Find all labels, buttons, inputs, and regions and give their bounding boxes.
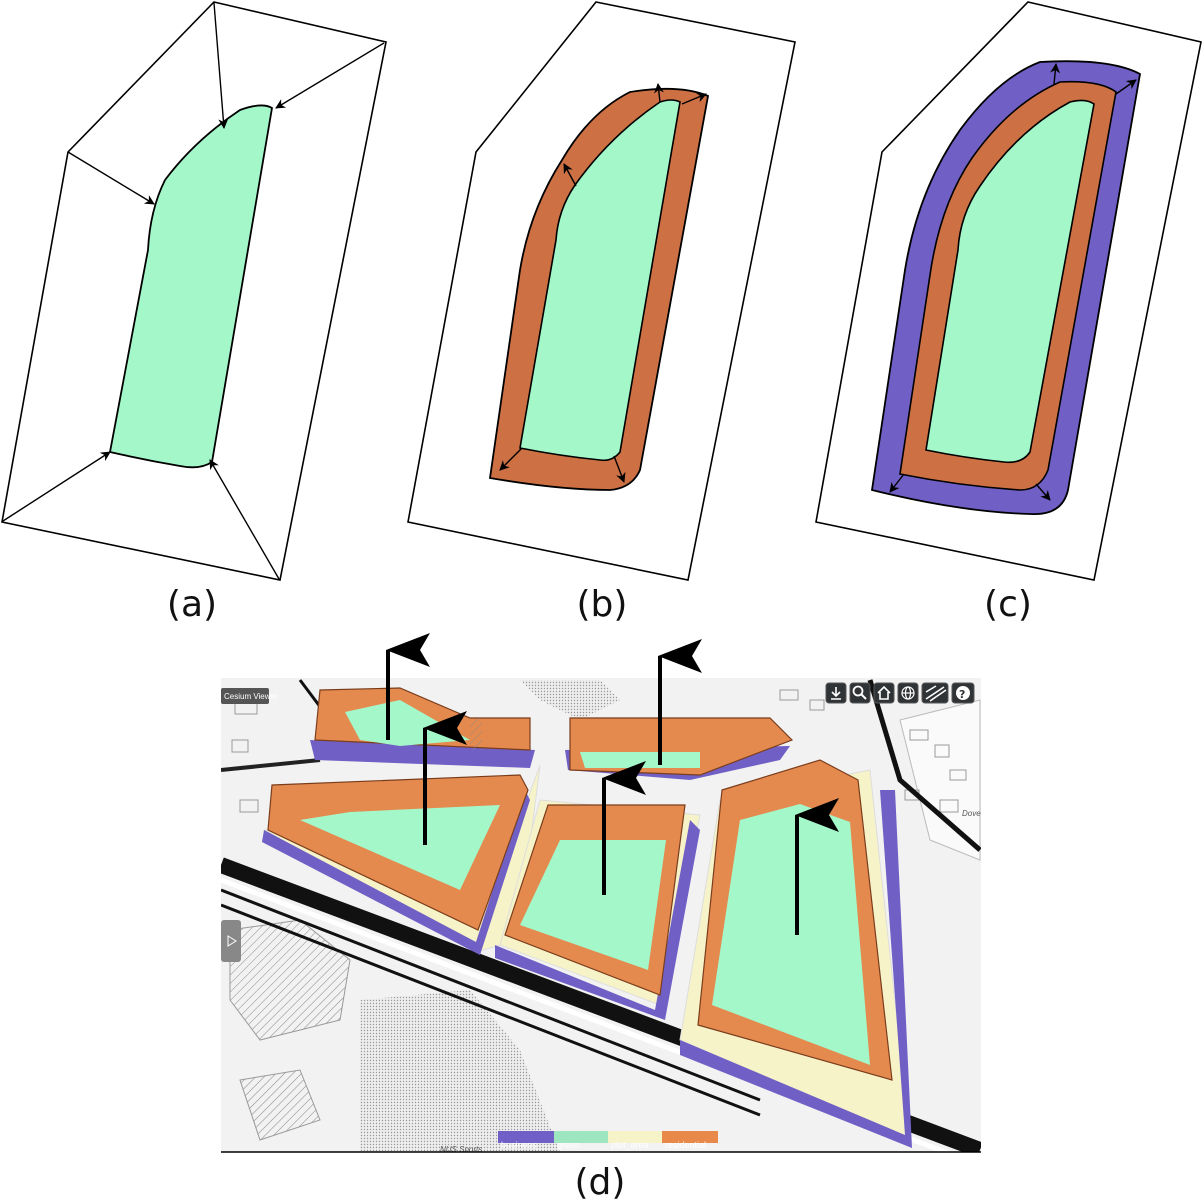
- search-icon: [852, 685, 867, 700]
- legend-label-residential: residential: [665, 1140, 706, 1150]
- help-icon: [956, 686, 970, 700]
- road-2: [221, 903, 761, 1117]
- block-4: [495, 804, 700, 1020]
- road-right: [867, 679, 981, 852]
- legend-label-green: green: [557, 1140, 580, 1150]
- road-1: [221, 888, 761, 1102]
- home-button[interactable]: [873, 682, 895, 704]
- caption-c: (c): [984, 584, 1032, 625]
- download-icon: [831, 687, 841, 700]
- caption-d: (d): [575, 1162, 626, 1203]
- extrusion-arrows: [386, 633, 839, 935]
- legend-label-plot-area: plot_area: [611, 1140, 649, 1150]
- block-3: [262, 774, 530, 955]
- panel-c: (c): [815, 1, 1202, 625]
- green-region-c: [925, 99, 1095, 464]
- help-button[interactable]: ?: [951, 682, 975, 704]
- road-left: [221, 758, 321, 772]
- road-label-dove: Dove: [962, 809, 981, 818]
- map-dotted-area-top: [520, 680, 620, 720]
- green-region-b: [519, 99, 681, 462]
- panel-d: Dove NUS Sports: [221, 633, 981, 1203]
- map-hatched-area-2: [239, 1069, 321, 1141]
- search-button[interactable]: [849, 682, 871, 704]
- play-icon: [227, 935, 237, 947]
- sidebar-toggle[interactable]: [221, 920, 241, 962]
- caption-a: (a): [167, 584, 217, 625]
- toolbar: ?: [825, 682, 975, 704]
- layers-icon: [925, 685, 947, 702]
- legend: business green plot_area residential: [498, 1131, 718, 1150]
- legend-swatch-plot-area: [608, 1131, 662, 1143]
- panel-b: (b): [407, 1, 796, 625]
- cesium-title-badge: Cesium Viewer: [221, 688, 278, 704]
- cesium-title: Cesium Viewer: [224, 692, 278, 701]
- panel-a: (a): [1, 1, 387, 625]
- globe-button[interactable]: [897, 682, 919, 704]
- home-icon: [877, 685, 891, 700]
- legend-swatch-business: [498, 1131, 554, 1143]
- legend-swatch-residential: [662, 1131, 718, 1143]
- green-region-a: [108, 104, 273, 469]
- map-dotted-area-bottom: [360, 990, 560, 1152]
- layers-button[interactable]: [921, 682, 949, 704]
- legend-swatch-green: [554, 1131, 608, 1143]
- caption-b: (b): [577, 584, 628, 625]
- map-view[interactable]: Dove NUS Sports: [221, 678, 981, 1165]
- road-label-nus-sports: NUS Sports: [440, 1145, 482, 1154]
- download-button[interactable]: [825, 682, 847, 704]
- globe-icon: [901, 686, 915, 700]
- legend-label-business: business: [501, 1140, 537, 1150]
- svg-text:?: ?: [959, 688, 965, 701]
